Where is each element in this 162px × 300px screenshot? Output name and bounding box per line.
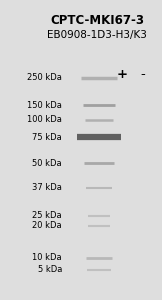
Text: 25 kDa: 25 kDa	[32, 212, 62, 220]
Text: 10 kDa: 10 kDa	[32, 254, 62, 262]
Text: 37 kDa: 37 kDa	[32, 184, 62, 193]
Text: 5 kDa: 5 kDa	[38, 266, 62, 274]
Text: 250 kDa: 250 kDa	[27, 74, 62, 82]
Text: 150 kDa: 150 kDa	[27, 100, 62, 109]
Text: 50 kDa: 50 kDa	[32, 158, 62, 167]
Text: EB0908-1D3-H3/K3: EB0908-1D3-H3/K3	[47, 30, 147, 40]
Text: +: +	[116, 68, 127, 81]
Text: 20 kDa: 20 kDa	[32, 221, 62, 230]
Text: CPTC-MKI67-3: CPTC-MKI67-3	[50, 14, 144, 27]
Text: -: -	[141, 68, 145, 81]
Text: 100 kDa: 100 kDa	[27, 116, 62, 124]
Text: 75 kDa: 75 kDa	[32, 133, 62, 142]
